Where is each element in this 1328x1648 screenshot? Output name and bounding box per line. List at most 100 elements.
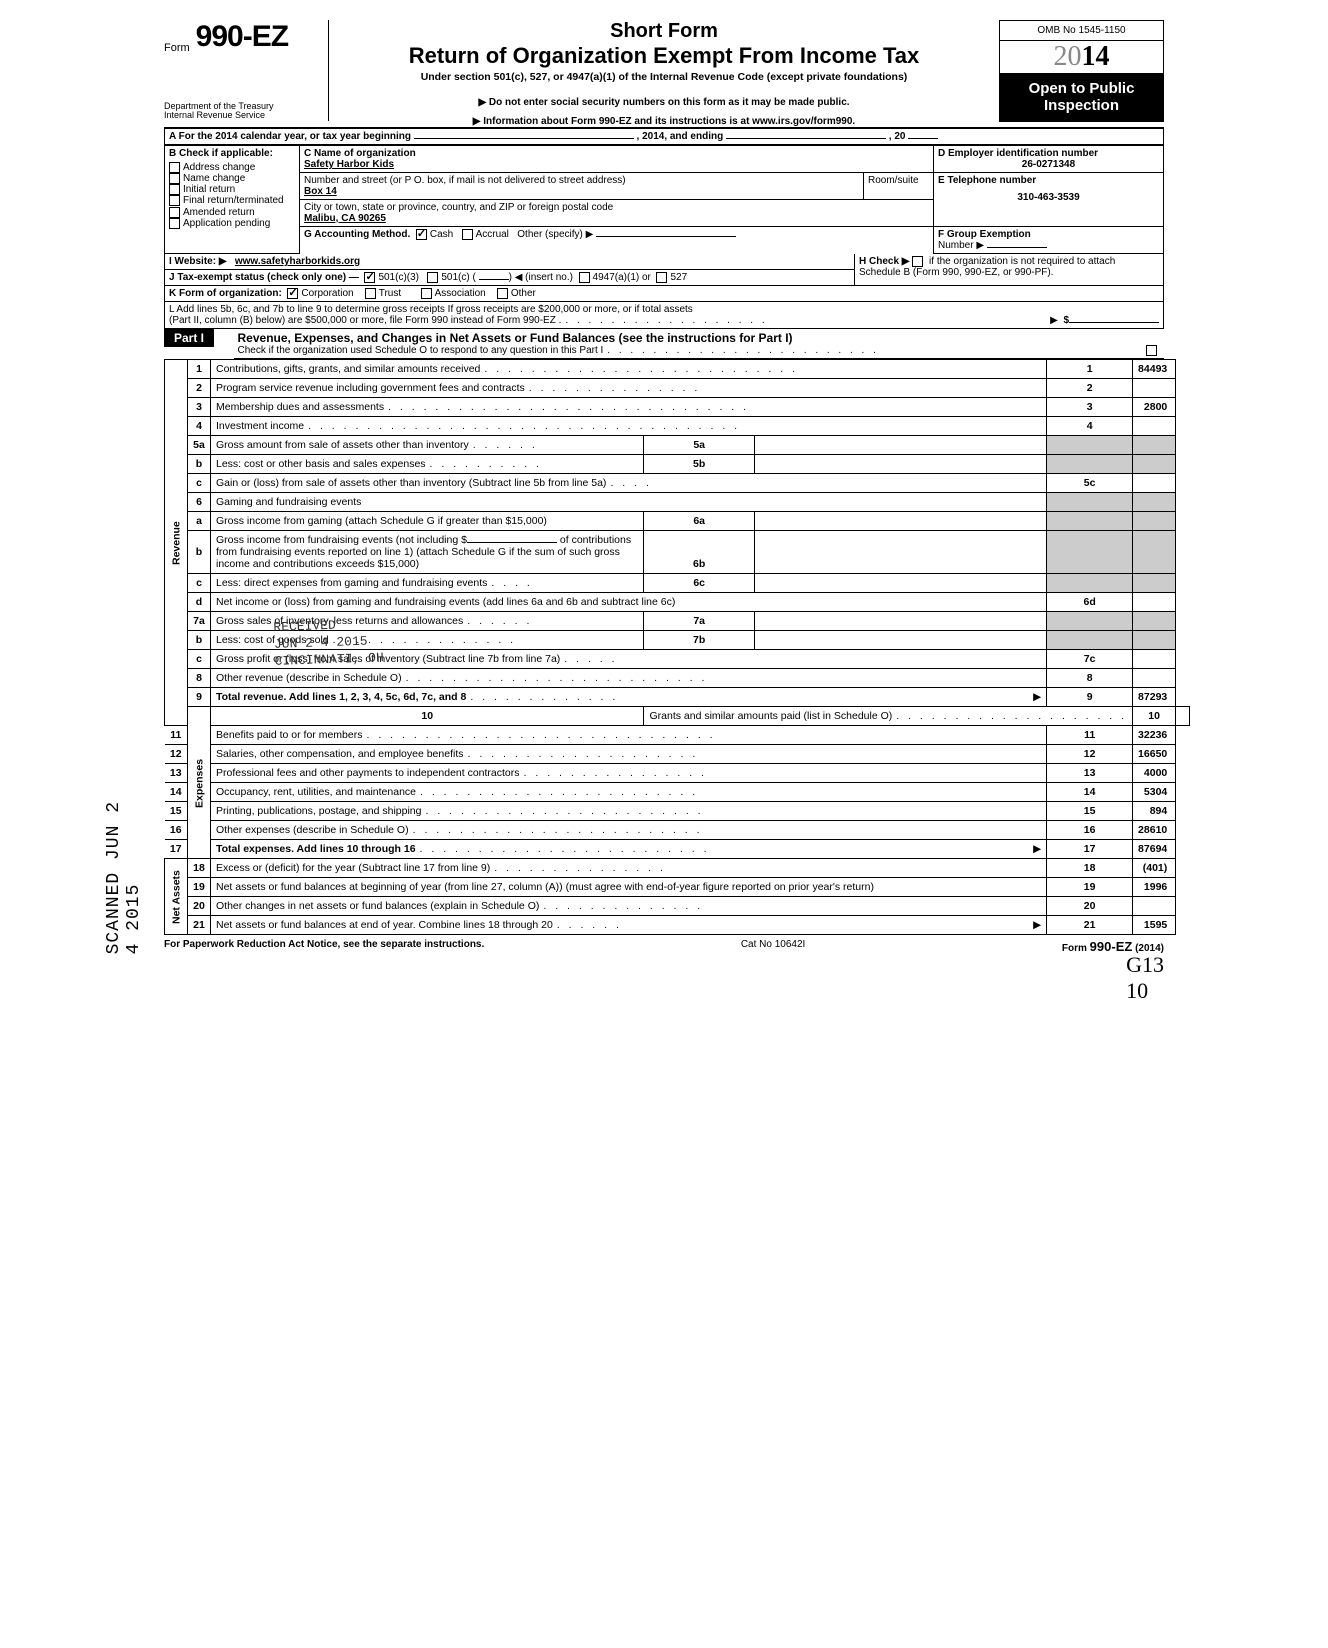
form-word: Form bbox=[164, 42, 190, 54]
line-20-desc: Other changes in net assets or fund bala… bbox=[216, 900, 543, 912]
cb-assoc[interactable] bbox=[421, 288, 432, 299]
line-10-val bbox=[1176, 707, 1190, 726]
line-7c-val bbox=[1133, 650, 1176, 669]
line-7a-num: 7a bbox=[644, 612, 754, 631]
row-a: A For the 2014 calendar year, or tax yea… bbox=[164, 129, 1164, 145]
line-6c-num: 6c bbox=[644, 574, 754, 593]
cb-amended-return[interactable]: Amended return bbox=[169, 207, 295, 218]
street-address: Box 14 bbox=[304, 186, 337, 197]
short-form-label: Short Form bbox=[329, 20, 999, 43]
cb-cash[interactable] bbox=[416, 229, 427, 240]
block-b-to-f: B Check if applicable: Address change Na… bbox=[164, 145, 1164, 254]
part-i-title: Revenue, Expenses, and Changes in Net As… bbox=[238, 331, 793, 345]
line-6-desc: Gaming and fundraising events bbox=[211, 493, 1047, 512]
row-k-label: K Form of organization: bbox=[169, 288, 282, 299]
cb-501c3[interactable] bbox=[364, 272, 375, 283]
line-6b-desc1: Gross income from fundraising events (no… bbox=[216, 534, 467, 546]
cb-application-pending[interactable]: Application pending bbox=[169, 218, 295, 229]
row-g-label: G Accounting Method. bbox=[304, 229, 410, 240]
line-13-desc: Professional fees and other payments to … bbox=[216, 767, 524, 779]
line-13-val: 4000 bbox=[1133, 764, 1176, 783]
line-20-val bbox=[1133, 897, 1176, 916]
vlabel-net-assets: Net Assets bbox=[165, 859, 188, 935]
row-b-label: B Check if applicable: bbox=[169, 148, 295, 159]
line-16-desc: Other expenses (describe in Schedule O) bbox=[216, 824, 413, 836]
line-14-desc: Occupancy, rent, utilities, and maintena… bbox=[216, 786, 420, 798]
city-value: Malibu, CA 90265 bbox=[304, 213, 386, 224]
line-7a-desc: Gross sales of inventory, less returns a… bbox=[216, 615, 467, 627]
accounting-other: Other (specify) ▶ bbox=[517, 229, 593, 240]
line-7b-desc: Less: cost of goods sold bbox=[216, 634, 333, 646]
line-15-val: 894 bbox=[1133, 802, 1176, 821]
line-18-val: (401) bbox=[1133, 859, 1176, 878]
cb-trust[interactable] bbox=[365, 288, 376, 299]
line-3-val: 2800 bbox=[1133, 398, 1176, 417]
line-5b-desc: Less: cost or other basis and sales expe… bbox=[216, 458, 430, 470]
cb-initial-return[interactable]: Initial return bbox=[169, 184, 295, 195]
row-e-label: E Telephone number bbox=[938, 175, 1036, 186]
line-6d-val bbox=[1133, 593, 1176, 612]
line-4-desc: Investment income bbox=[216, 420, 308, 432]
line-14-val: 5304 bbox=[1133, 783, 1176, 802]
line-12-desc: Salaries, other compensation, and employ… bbox=[216, 748, 467, 760]
cb-address-change[interactable]: Address change bbox=[169, 162, 295, 173]
line-6b-desc2: from fundraising events reported on line… bbox=[216, 546, 620, 570]
line-17-desc: Total expenses. Add lines 10 through 16 bbox=[216, 843, 420, 855]
row-f-label: F Group Exemption bbox=[938, 229, 1031, 240]
addr-label: Number and street (or P O. box, if mail … bbox=[304, 175, 626, 186]
cb-527[interactable] bbox=[656, 272, 667, 283]
line-15-desc: Printing, publications, postage, and shi… bbox=[216, 805, 425, 817]
line-6a-desc: Gross income from gaming (attach Schedul… bbox=[216, 515, 638, 527]
part-i-label: Part I bbox=[164, 329, 214, 347]
omb-number: OMB No 1545-1150 bbox=[999, 20, 1164, 41]
line-1-val: 84493 bbox=[1133, 360, 1176, 379]
line-9-desc: Total revenue. Add lines 1, 2, 3, 4, 5c,… bbox=[216, 691, 470, 703]
line-8-val bbox=[1133, 669, 1176, 688]
line-3-desc: Membership dues and assessments bbox=[216, 401, 388, 413]
year-prefix: 20 bbox=[1054, 41, 1082, 72]
cb-schedule-b[interactable] bbox=[912, 256, 923, 267]
lines-table: Revenue 1 Contributions, gifts, grants, … bbox=[164, 359, 1190, 935]
block-g-to-l: I Website: ▶ www.safetyharborkids.org H … bbox=[164, 254, 1164, 329]
cb-accrual[interactable] bbox=[462, 229, 473, 240]
city-label: City or town, state or province, country… bbox=[304, 202, 613, 213]
row-l-line2: (Part II, column (B) below) are $500,000… bbox=[169, 315, 565, 326]
cb-4947[interactable] bbox=[579, 272, 590, 283]
cb-corp[interactable] bbox=[287, 288, 298, 299]
row-l-dollar: $ bbox=[1063, 315, 1069, 326]
row-i-label: I Website: ▶ bbox=[169, 256, 227, 267]
footer-left: For Paperwork Reduction Act Notice, see … bbox=[164, 939, 484, 954]
line-2-desc: Program service revenue including govern… bbox=[216, 382, 529, 394]
row-c-label: C Name of organization bbox=[304, 148, 416, 159]
row-h-label: H Check ▶ bbox=[859, 256, 909, 267]
row-l-line1: L Add lines 5b, 6c, and 7b to line 9 to … bbox=[169, 304, 1159, 315]
info-note: ▶ Information about Form 990-EZ and its … bbox=[329, 116, 999, 127]
row-j-label: J Tax-exempt status (check only one) — bbox=[169, 272, 359, 283]
line-8-desc: Other revenue (describe in Schedule O) bbox=[216, 672, 406, 684]
form-header: Form 990-EZ Department of the Treasury I… bbox=[164, 20, 1164, 127]
handwritten-notes: G13 10 bbox=[1126, 952, 1164, 1004]
line-6d-desc: Net income or (loss) from gaming and fun… bbox=[216, 596, 675, 608]
vlabel-revenue: Revenue bbox=[165, 360, 188, 726]
tax-year: 2014 bbox=[999, 41, 1164, 74]
line-5c-desc: Gain or (loss) from sale of assets other… bbox=[216, 477, 610, 489]
line-21-val: 1595 bbox=[1133, 916, 1176, 935]
cb-final-return[interactable]: Final return/terminated bbox=[169, 195, 295, 206]
room-label: Room/suite bbox=[868, 175, 919, 186]
cb-other-org[interactable] bbox=[497, 288, 508, 299]
line-6c-desc: Less: direct expenses from gaming and fu… bbox=[216, 577, 491, 589]
cb-501c[interactable] bbox=[427, 272, 438, 283]
line-5b-num: 5b bbox=[644, 455, 754, 474]
ssn-note: ▶ Do not enter social security numbers o… bbox=[329, 97, 999, 108]
line-7b-num: 7b bbox=[644, 631, 754, 650]
row-d-label: D Employer identification number bbox=[938, 148, 1098, 159]
website-value: www.safetyharborkids.org bbox=[235, 256, 360, 267]
line-5a-num: 5a bbox=[644, 436, 754, 455]
line-2-val bbox=[1133, 379, 1176, 398]
line-17-val: 87694 bbox=[1133, 840, 1176, 859]
cb-schedule-o[interactable] bbox=[1146, 345, 1157, 356]
ein-value: 26-0271348 bbox=[938, 159, 1159, 170]
scanned-side-stamp: SCANNED JUN 2 4 2015 bbox=[104, 780, 144, 954]
cb-name-change[interactable]: Name change bbox=[169, 173, 295, 184]
row-a-label: A For the 2014 calendar year, or tax yea… bbox=[169, 131, 411, 142]
